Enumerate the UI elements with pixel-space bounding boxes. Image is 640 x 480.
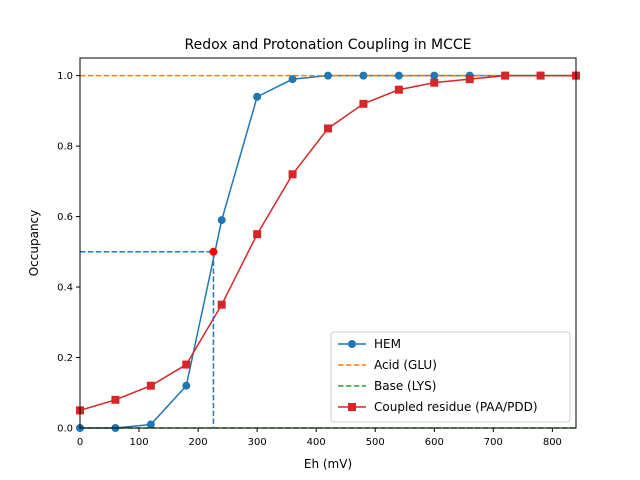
midpoint-guide-line xyxy=(80,251,215,428)
y-tick-label: 0.6 xyxy=(57,212,73,223)
x-tick-label: 300 xyxy=(248,437,267,448)
x-tick-label: 800 xyxy=(543,437,562,448)
data-point-circle xyxy=(253,92,262,101)
legend-box xyxy=(330,331,571,423)
chart-title: Redox and Protonation Coupling in MCCE xyxy=(184,37,471,53)
plot-frame xyxy=(79,57,577,429)
data-point-circle xyxy=(394,71,403,80)
data-point-square xyxy=(217,300,226,309)
y-tick-label: 0.4 xyxy=(57,283,73,294)
data-point-square xyxy=(182,360,191,369)
x-tick-label: 700 xyxy=(484,437,503,448)
y-tick-label: 0.8 xyxy=(57,142,73,153)
y-axis-label: Occupancy xyxy=(27,210,41,277)
legend: HEM Acid (GLU) Base (LYS) Coupled residue (… xyxy=(330,331,571,423)
midpoint-point xyxy=(209,247,218,256)
x-tick-label: 0 xyxy=(77,437,83,448)
data-point-square xyxy=(146,381,155,390)
data-point-square xyxy=(359,99,368,108)
data-point-circle xyxy=(288,75,297,84)
data-point-circle xyxy=(324,71,332,80)
legend-marker-circle xyxy=(348,340,356,348)
data-point-square xyxy=(253,230,262,239)
legend-label-1: Acid (GLU) xyxy=(374,358,437,372)
x-tick-label: 500 xyxy=(366,437,385,448)
legend-label-3: Coupled residue (PAA/PDD) xyxy=(374,400,538,414)
legend-marker-square xyxy=(348,403,356,411)
data-point-circle xyxy=(430,71,439,80)
data-point-circle xyxy=(359,71,368,80)
legend-label-2: Base (LYS) xyxy=(374,379,436,393)
data-point-square xyxy=(430,78,439,87)
midpoint-guides xyxy=(80,251,215,428)
x-axis-label: Eh (mV) xyxy=(304,457,352,471)
x-tick-label: 100 xyxy=(130,437,149,448)
y-tick-label: 0.0 xyxy=(57,424,73,435)
x-tick-label: 200 xyxy=(189,437,208,448)
data-point-square xyxy=(288,170,297,179)
x-tick-label: 400 xyxy=(307,437,326,448)
data-point-square xyxy=(111,395,120,404)
data-point-circle xyxy=(182,381,191,390)
y-tick-label: 0.2 xyxy=(57,353,73,364)
data-point-square xyxy=(536,71,545,80)
data-point-circle xyxy=(146,420,155,429)
data-point-square xyxy=(394,85,403,94)
data-point-square xyxy=(501,71,510,80)
data-point-square xyxy=(465,75,474,84)
legend-label-0: HEM xyxy=(374,337,401,351)
data-point-circle xyxy=(217,216,226,225)
data-point-square xyxy=(324,124,332,133)
y-tick-label: 1.0 xyxy=(57,71,73,82)
x-tick-label: 600 xyxy=(425,437,444,448)
x-axis-ticks: 0 100 200 300 400 500 600 700 800 xyxy=(77,428,562,448)
